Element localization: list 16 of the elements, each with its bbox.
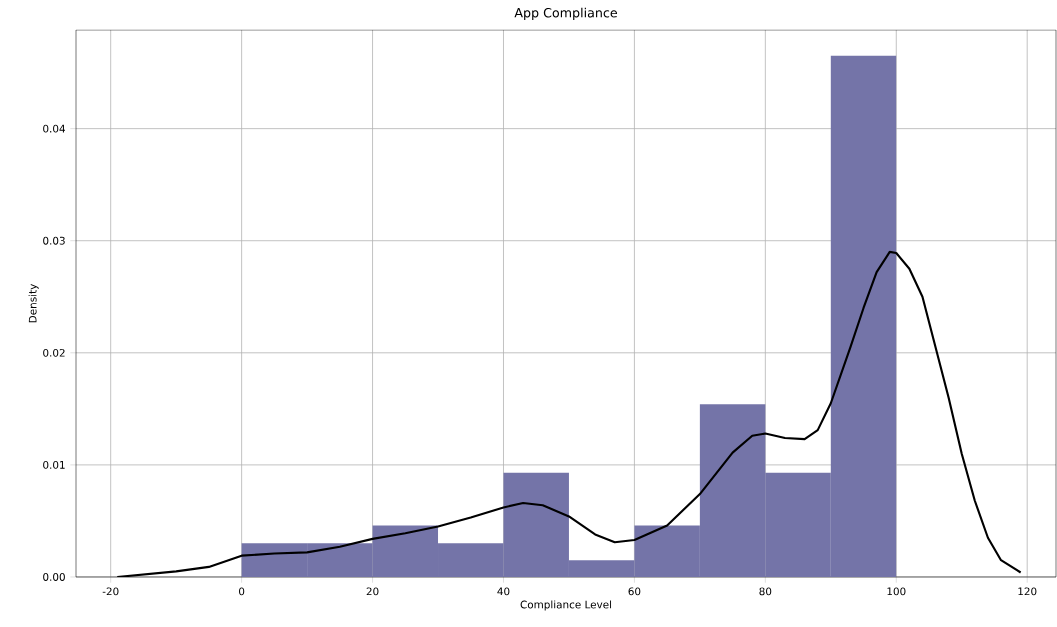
x-tick-label: 120 xyxy=(1018,587,1037,596)
y-tick-label: 0.02 xyxy=(43,348,65,357)
x-tick-label: 0 xyxy=(239,587,245,596)
x-tick-label: -20 xyxy=(102,587,119,596)
x-tick-label: 80 xyxy=(759,587,772,596)
y-axis-title: Density xyxy=(28,284,39,323)
y-tick-label: 0.03 xyxy=(43,236,65,245)
y-tick-label: 0.04 xyxy=(43,124,66,133)
x-tick-label: 20 xyxy=(366,587,379,596)
y-tick-label: 0.01 xyxy=(43,460,65,469)
chart-title: App Compliance xyxy=(514,7,618,20)
x-tick-label: 60 xyxy=(628,587,641,596)
x-tick-label: 100 xyxy=(887,587,906,596)
x-tick-label: 40 xyxy=(497,587,510,596)
y-tick-label: 0.00 xyxy=(43,573,65,581)
x-axis-title: Compliance Level xyxy=(520,600,612,611)
